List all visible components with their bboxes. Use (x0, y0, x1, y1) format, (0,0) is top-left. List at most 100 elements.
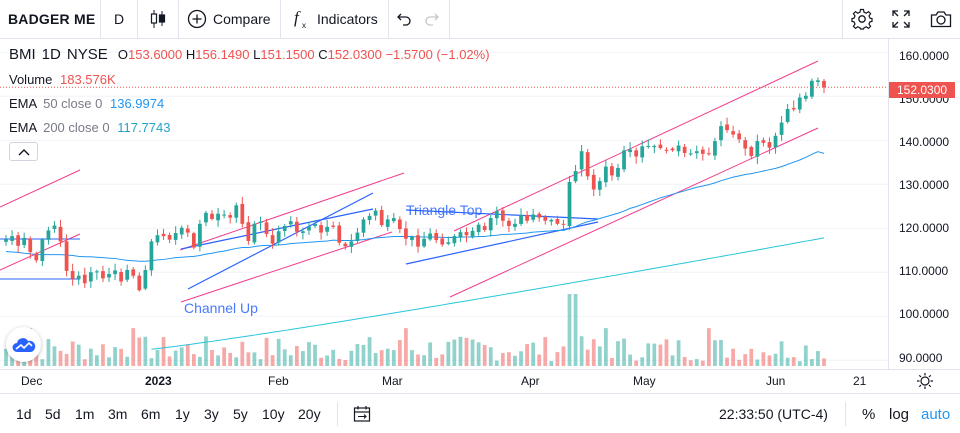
close-label: C (318, 47, 328, 62)
volume-bar (822, 358, 826, 366)
volume-bar (452, 339, 457, 366)
range-3y-button[interactable]: 3y (204, 406, 219, 422)
volume-bar (525, 343, 529, 366)
volume-bar (270, 355, 275, 366)
volume-bar (16, 358, 20, 366)
symbol-search-button[interactable]: BADGER ME (8, 11, 96, 27)
ema200-line (151, 237, 825, 350)
volume-bar (325, 355, 330, 366)
triangle-top-label[interactable]: Triangle Top (406, 202, 483, 218)
indicators-button[interactable]: f x Indicators (281, 0, 388, 38)
snapshot-button[interactable] (921, 0, 960, 38)
fullscreen-button[interactable] (882, 0, 920, 38)
volume-bar (537, 354, 542, 366)
price-chart[interactable] (0, 39, 888, 369)
candle-body (513, 223, 517, 227)
undo-button[interactable] (389, 0, 417, 38)
volume-bar (816, 351, 820, 366)
channel-up-label[interactable]: Channel Up (184, 300, 258, 316)
cloud-chart-icon (12, 337, 35, 352)
volume-bar (567, 294, 572, 366)
scale-settings-button[interactable] (916, 372, 934, 395)
settings-button[interactable] (843, 0, 881, 38)
volume-bar (634, 360, 639, 366)
range-20y-button[interactable]: 20y (298, 406, 321, 422)
candle-body (561, 223, 566, 225)
percent-scale-toggle[interactable]: % (862, 406, 876, 423)
range-1y-button[interactable]: 1y (175, 406, 190, 422)
candle-body (264, 222, 269, 234)
time-label: May (633, 374, 656, 388)
candle-body (458, 232, 463, 238)
candlesticks (4, 77, 826, 292)
candle-body (537, 213, 542, 218)
interval-button[interactable]: D (113, 11, 125, 27)
candles-icon (150, 10, 166, 28)
calendar-range-icon (353, 406, 371, 422)
volume-bar (294, 346, 299, 366)
channel-up-line (453, 60, 819, 232)
time-axis[interactable]: Dec 2023 Feb Mar Apr May Jun 21 (0, 369, 960, 392)
pattern-line (180, 208, 374, 250)
candle-body (585, 152, 590, 177)
volume-bar (70, 341, 75, 366)
volume-bar (749, 348, 754, 366)
ema50-legend[interactable]: EMA 50 close 0 136.9974 (9, 96, 164, 111)
volume-bar (349, 350, 354, 366)
volume-bar (585, 349, 590, 366)
range-5d-button[interactable]: 5d (45, 406, 61, 422)
volume-legend[interactable]: Volume 183.576K (9, 72, 116, 87)
collapse-legend-button[interactable] (9, 142, 38, 161)
candle-body (549, 219, 554, 222)
candle-body (785, 108, 790, 122)
volume-bar (416, 354, 420, 366)
candle-body (16, 235, 20, 246)
candle-body (131, 269, 136, 276)
bottom-toolbar: 1d 5d 1m 3m 6m 1y 3y 5y 10y 20y 22:33:50… (0, 393, 960, 433)
volume-bar (113, 347, 117, 366)
candle-body (579, 151, 584, 170)
candle-body (198, 223, 202, 247)
range-1m-button[interactable]: 1m (75, 406, 95, 422)
tradingview-logo[interactable] (6, 327, 41, 362)
range-10y-button[interactable]: 10y (262, 406, 285, 422)
volume-bar (4, 348, 8, 366)
volume-bar (40, 359, 45, 366)
compare-button[interactable]: Compare (179, 0, 280, 38)
candle-body (816, 80, 820, 82)
price-label: 120.0000 (899, 221, 950, 235)
candle-body (397, 219, 402, 230)
volume-value: 183.576K (60, 72, 116, 87)
candle-body (4, 239, 8, 242)
range-6m-button[interactable]: 6m (141, 406, 161, 422)
range-3m-button[interactable]: 3m (108, 406, 128, 422)
log-scale-toggle[interactable]: log (889, 406, 910, 423)
candle-body (210, 213, 214, 219)
open-label: O (117, 47, 129, 62)
range-1d-button[interactable]: 1d (16, 406, 32, 422)
volume-bar (319, 357, 323, 366)
toolbar-divider (280, 0, 281, 38)
volume-bar (137, 337, 142, 366)
candle-body (543, 216, 548, 221)
volume-bar (52, 346, 57, 366)
candle-body (355, 232, 360, 241)
candle-body (822, 80, 826, 88)
volume-bar (646, 343, 651, 366)
goto-date-button[interactable] (353, 405, 371, 428)
redo-button[interactable] (418, 0, 448, 38)
chart-type-button[interactable] (138, 0, 178, 38)
toolbar-divider (178, 0, 179, 38)
range-5y-button[interactable]: 5y (233, 406, 248, 422)
volume-bar (519, 351, 523, 366)
timezone-clock[interactable]: 22:33:50 (UTC-4) (719, 406, 828, 422)
auto-scale-toggle[interactable]: auto (921, 406, 951, 423)
candle-body (101, 271, 105, 279)
candle-body (476, 224, 481, 233)
ema200-legend[interactable]: EMA 200 close 0 117.7743 (9, 120, 170, 135)
volume-bar (331, 349, 336, 366)
volume-bar (385, 348, 390, 366)
price-label: 100.0000 (899, 307, 950, 321)
candle-body (525, 215, 529, 221)
candle-body (343, 243, 348, 247)
